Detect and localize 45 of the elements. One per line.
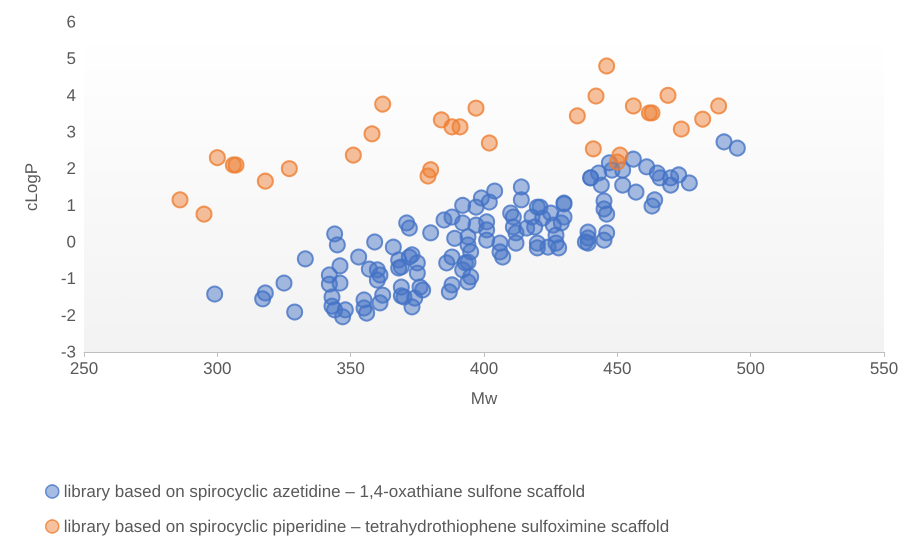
y-tick-label: -3 bbox=[60, 342, 76, 362]
y-tick-label: 3 bbox=[66, 122, 76, 142]
point bbox=[644, 104, 660, 122]
point bbox=[660, 86, 676, 104]
point bbox=[208, 149, 226, 166]
x-tick-label: 450 bbox=[603, 359, 632, 378]
point bbox=[480, 134, 498, 152]
point bbox=[608, 154, 626, 171]
x-tick-label: 350 bbox=[336, 359, 365, 378]
y-tick-label: 5 bbox=[66, 49, 76, 68]
y-tick-label: 0 bbox=[66, 232, 76, 252]
point bbox=[468, 100, 484, 117]
point bbox=[256, 172, 274, 190]
y-tick-label: -1 bbox=[60, 269, 76, 288]
x-axis-title: Mw bbox=[470, 389, 498, 408]
point bbox=[694, 110, 712, 128]
point bbox=[598, 58, 616, 74]
y-tick-label: -2 bbox=[60, 306, 76, 325]
point bbox=[196, 206, 212, 223]
point bbox=[710, 97, 728, 114]
legend-label: library based on spirocyclic piperidine – tetrahydrothiophene sulfoximine scaffold bbox=[64, 517, 670, 536]
point bbox=[584, 140, 602, 158]
y-axis-title: cLogP bbox=[22, 162, 41, 212]
x-tick-label: 500 bbox=[736, 359, 765, 378]
point bbox=[280, 160, 298, 178]
point bbox=[672, 120, 690, 138]
point bbox=[568, 107, 586, 124]
y-tick-label: 1 bbox=[66, 196, 76, 215]
x-tick-label: 400 bbox=[470, 359, 498, 378]
point bbox=[172, 191, 188, 208]
y-tick-label: 2 bbox=[66, 159, 76, 178]
point bbox=[588, 88, 604, 105]
point bbox=[452, 118, 468, 136]
point bbox=[228, 156, 244, 174]
point bbox=[420, 168, 436, 184]
y-tick-label: 4 bbox=[66, 86, 76, 105]
y-tick-label: 6 bbox=[66, 12, 76, 32]
legend-label: library based on spirocyclic azetidine – 1,4-oxathiane sulfone scaffold bbox=[64, 482, 586, 501]
x-tick-label: 250 bbox=[70, 359, 98, 378]
point bbox=[364, 125, 380, 142]
point bbox=[374, 96, 392, 113]
point bbox=[624, 97, 642, 114]
point bbox=[344, 146, 362, 164]
x-tick-label: 550 bbox=[870, 359, 898, 378]
x-tick-label: 300 bbox=[203, 359, 232, 378]
